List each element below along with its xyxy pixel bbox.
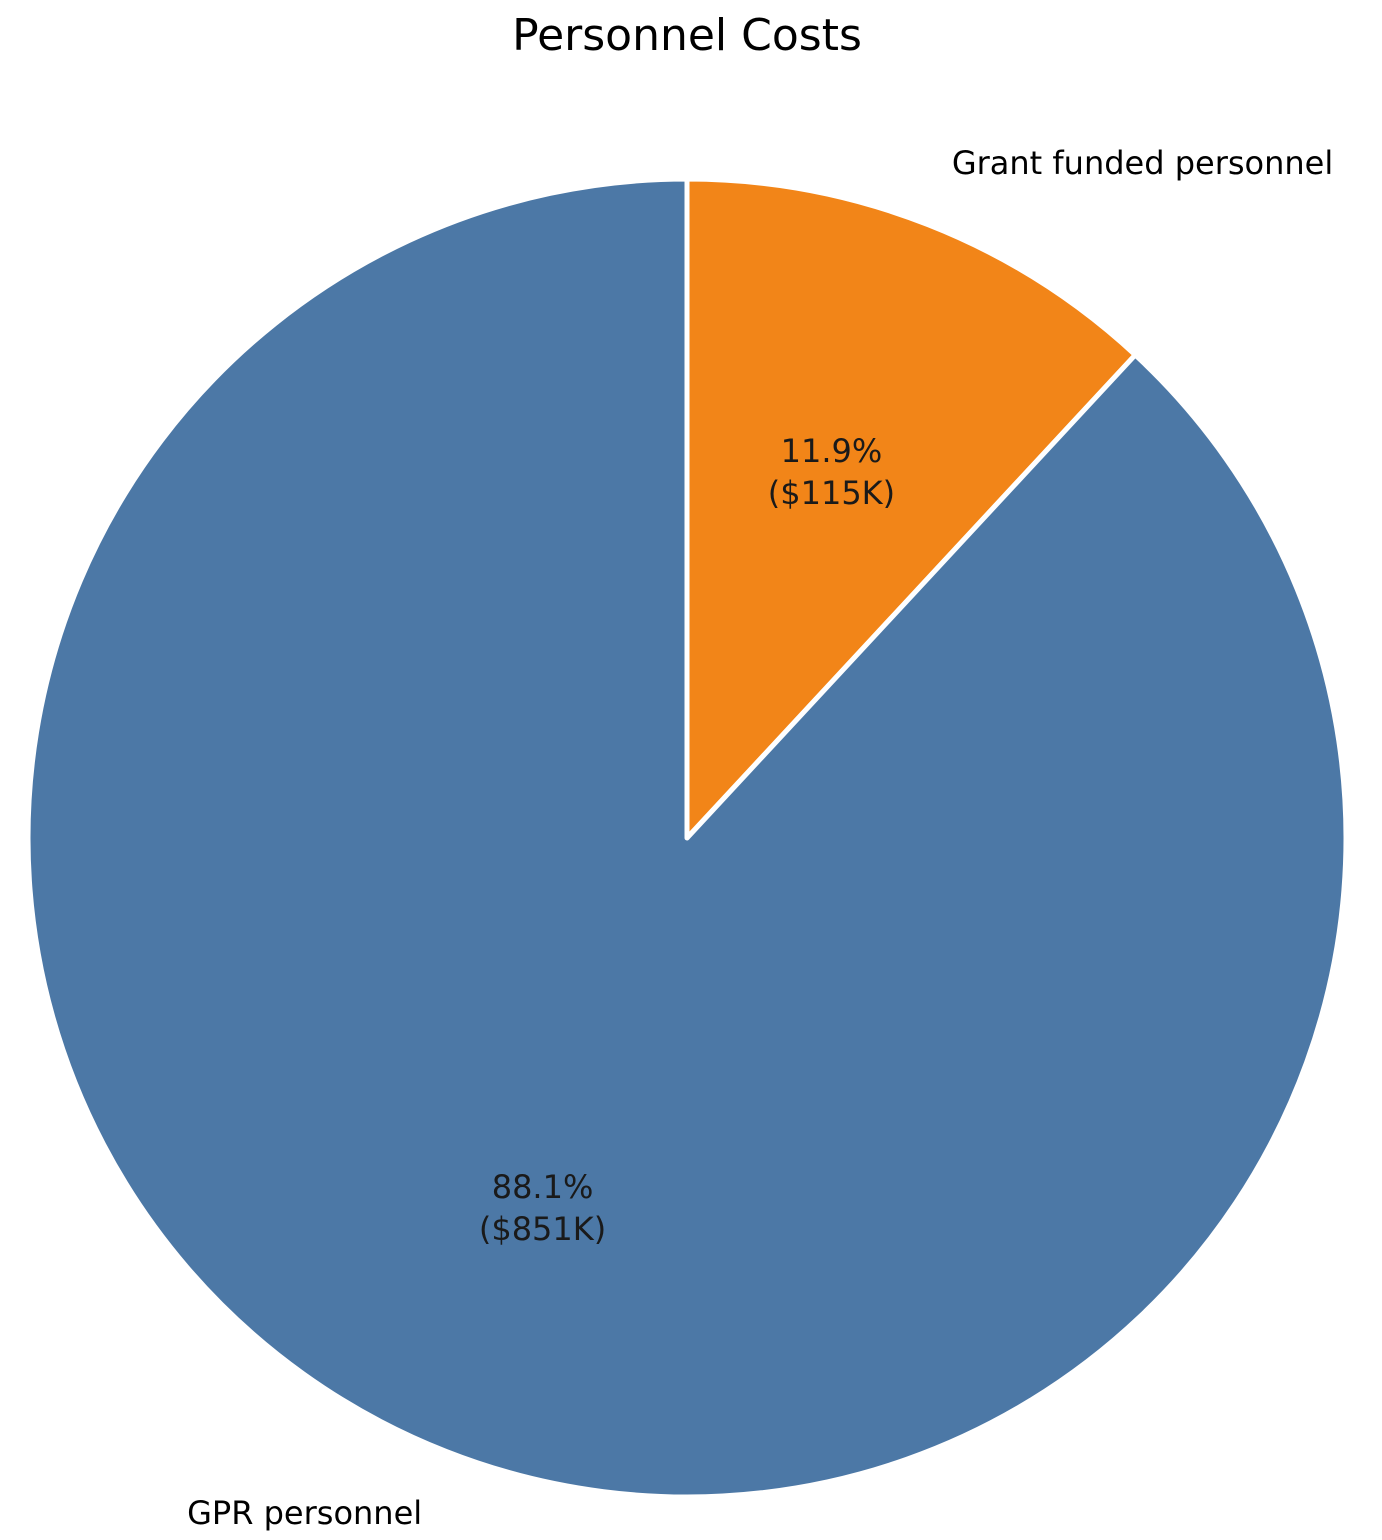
slice-category-label-gpr-personnel: GPR personnel [187, 1494, 422, 1532]
slice-value-label-grant-funded-personnel: 11.9% ($115K) [768, 432, 895, 512]
slice-amount: ($851K) [479, 1210, 606, 1248]
pie-slice-grant-funded-personnel [684, 176, 1138, 841]
pie-slices [25, 176, 1349, 1500]
pie-labels: 11.9% ($115K) Grant funded personnel 88.1% (… [187, 144, 1333, 1532]
pie-slice-gpr-personnel [25, 176, 1349, 1500]
slice-category-label-grant-funded-personnel: Grant funded personnel [952, 144, 1333, 182]
slice-value-label-gpr-personnel: 88.1% ($851K) [479, 1168, 606, 1248]
slice-percent: 88.1% [492, 1168, 594, 1206]
slice-amount: ($115K) [768, 474, 895, 512]
chart-title: Personnel Costs [512, 10, 862, 61]
slice-percent: 11.9% [781, 432, 883, 470]
